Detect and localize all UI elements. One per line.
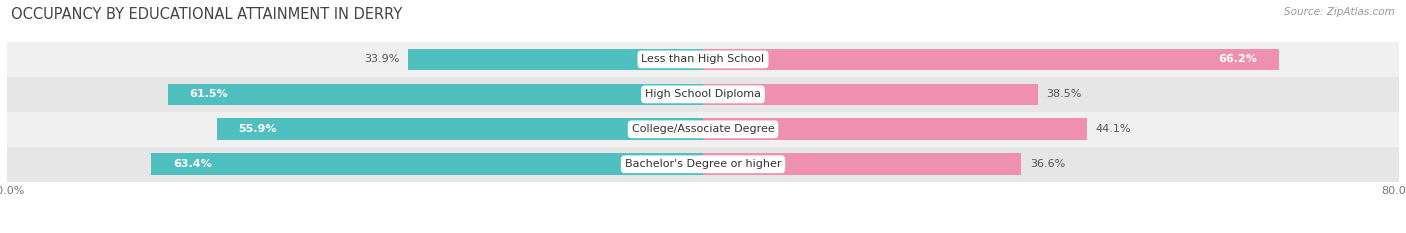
- Text: College/Associate Degree: College/Associate Degree: [631, 124, 775, 134]
- Bar: [167, 84, 703, 105]
- Bar: [7, 112, 1399, 147]
- Text: Less than High School: Less than High School: [641, 55, 765, 64]
- Bar: [217, 118, 703, 140]
- Text: High School Diploma: High School Diploma: [645, 89, 761, 99]
- Text: OCCUPANCY BY EDUCATIONAL ATTAINMENT IN DERRY: OCCUPANCY BY EDUCATIONAL ATTAINMENT IN D…: [11, 7, 402, 22]
- Text: Source: ZipAtlas.com: Source: ZipAtlas.com: [1284, 7, 1395, 17]
- Bar: [7, 42, 1399, 77]
- Bar: [703, 84, 1038, 105]
- Bar: [408, 49, 703, 70]
- Text: 55.9%: 55.9%: [239, 124, 277, 134]
- Text: 36.6%: 36.6%: [1031, 159, 1066, 169]
- Bar: [7, 77, 1399, 112]
- Bar: [703, 118, 1087, 140]
- Text: 33.9%: 33.9%: [364, 55, 399, 64]
- Text: 66.2%: 66.2%: [1218, 55, 1257, 64]
- Bar: [7, 147, 1399, 182]
- Text: 38.5%: 38.5%: [1046, 89, 1083, 99]
- Bar: [703, 154, 1021, 175]
- Text: 63.4%: 63.4%: [173, 159, 212, 169]
- Text: Bachelor's Degree or higher: Bachelor's Degree or higher: [624, 159, 782, 169]
- Bar: [152, 154, 703, 175]
- Bar: [703, 49, 1279, 70]
- Text: 61.5%: 61.5%: [190, 89, 228, 99]
- Text: 44.1%: 44.1%: [1095, 124, 1130, 134]
